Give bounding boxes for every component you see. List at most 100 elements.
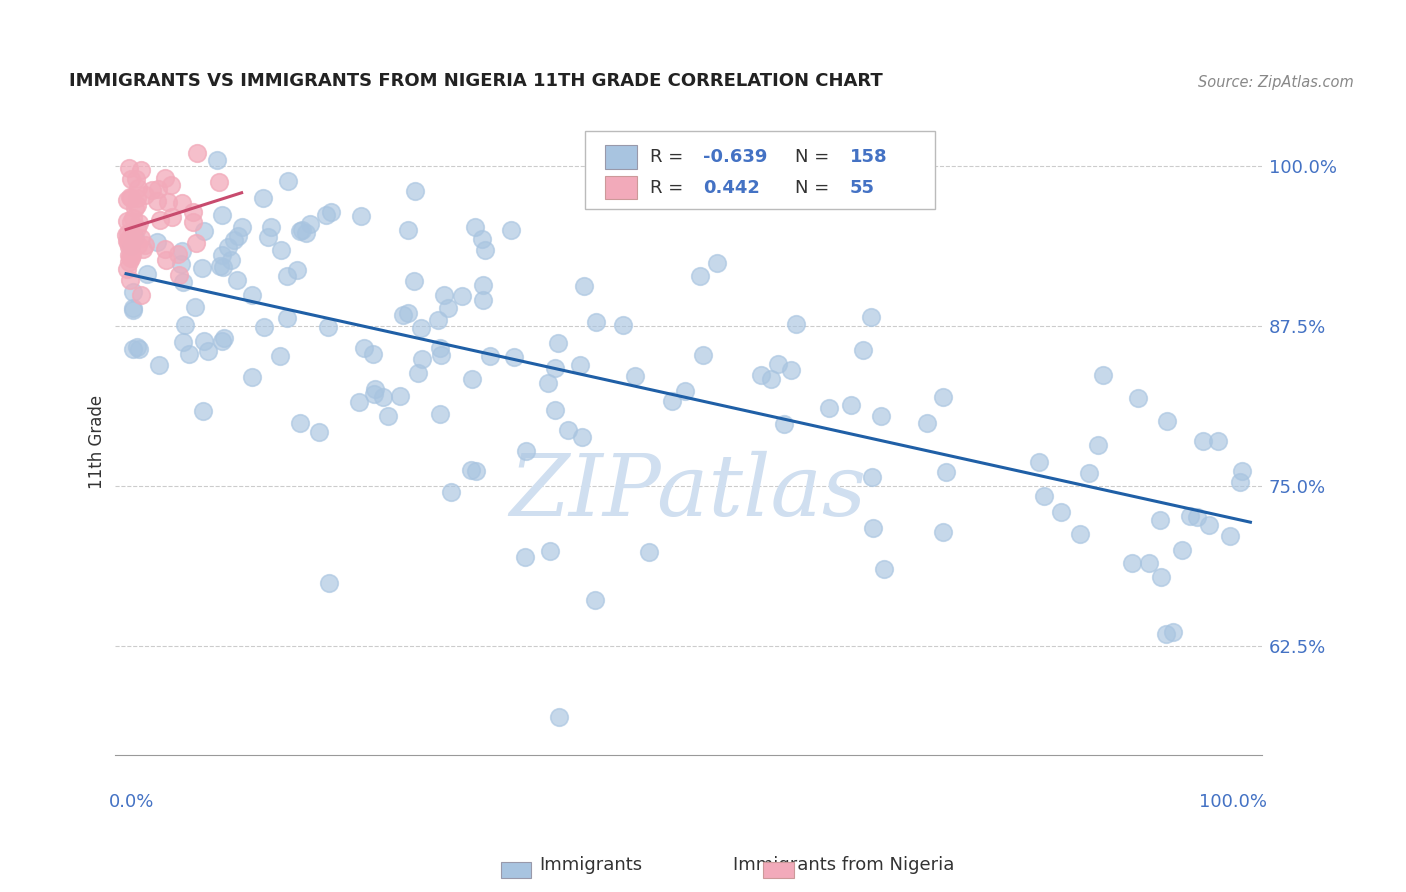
Point bbox=[127, 197, 149, 211]
Point bbox=[132, 242, 155, 256]
Point bbox=[1180, 508, 1202, 523]
Point bbox=[146, 235, 169, 249]
Point bbox=[269, 349, 291, 363]
Point bbox=[124, 201, 146, 215]
Point bbox=[1150, 570, 1173, 584]
Text: Immigrants: Immigrants bbox=[538, 855, 643, 873]
Point bbox=[172, 275, 194, 289]
Point bbox=[932, 391, 955, 405]
Point bbox=[464, 219, 486, 234]
Point bbox=[1128, 391, 1150, 405]
Point bbox=[538, 543, 561, 558]
Point bbox=[471, 277, 494, 292]
Point bbox=[852, 343, 875, 357]
Point bbox=[321, 205, 343, 219]
Point bbox=[1121, 556, 1143, 570]
Point bbox=[1028, 455, 1050, 469]
FancyBboxPatch shape bbox=[605, 176, 637, 200]
Point bbox=[318, 575, 340, 590]
Point bbox=[544, 403, 567, 417]
Point bbox=[568, 359, 591, 373]
Text: 100.0%: 100.0% bbox=[1199, 793, 1267, 811]
Point bbox=[349, 209, 371, 223]
Point bbox=[870, 409, 893, 423]
Point bbox=[277, 174, 299, 188]
Text: ZIPatlas: ZIPatlas bbox=[509, 450, 868, 533]
Point bbox=[177, 347, 200, 361]
Point bbox=[513, 550, 536, 565]
Point bbox=[502, 350, 524, 364]
Point bbox=[122, 285, 145, 299]
Point bbox=[353, 342, 375, 356]
Point bbox=[186, 146, 208, 161]
Point bbox=[474, 244, 496, 258]
Point bbox=[208, 176, 231, 190]
Point bbox=[673, 384, 696, 399]
Point bbox=[429, 348, 451, 362]
Point bbox=[183, 215, 205, 229]
Point bbox=[537, 376, 560, 390]
Point bbox=[115, 261, 138, 276]
Point bbox=[817, 401, 839, 416]
Point bbox=[411, 351, 433, 366]
Point bbox=[191, 404, 214, 418]
Point bbox=[515, 444, 537, 458]
Point bbox=[122, 211, 145, 226]
Point bbox=[315, 208, 337, 222]
Point bbox=[146, 182, 169, 196]
Point bbox=[122, 342, 145, 356]
Point bbox=[451, 289, 474, 303]
Point bbox=[1156, 627, 1178, 641]
Point bbox=[396, 223, 419, 237]
Point bbox=[377, 409, 399, 423]
Point bbox=[134, 238, 156, 252]
Point bbox=[316, 319, 339, 334]
Point bbox=[460, 463, 482, 477]
Point bbox=[392, 308, 415, 322]
Point bbox=[585, 315, 607, 329]
Text: 55: 55 bbox=[851, 178, 875, 196]
Y-axis label: 11th Grade: 11th Grade bbox=[89, 394, 107, 489]
Point bbox=[212, 331, 235, 345]
Point bbox=[440, 485, 463, 500]
Point bbox=[471, 232, 494, 246]
Point bbox=[1091, 368, 1114, 383]
Point bbox=[121, 303, 143, 318]
Point bbox=[128, 216, 150, 230]
Point bbox=[692, 347, 714, 361]
Text: R =: R = bbox=[651, 148, 689, 166]
Point bbox=[208, 259, 231, 273]
Point bbox=[689, 269, 711, 284]
Point bbox=[118, 248, 141, 262]
Point bbox=[120, 172, 142, 186]
Point bbox=[120, 191, 142, 205]
Point bbox=[149, 213, 172, 227]
Point bbox=[364, 382, 387, 396]
Text: Immigrants from Nigeria: Immigrants from Nigeria bbox=[733, 855, 955, 873]
Point bbox=[118, 190, 141, 204]
Point bbox=[1187, 510, 1209, 524]
Point bbox=[389, 389, 412, 403]
Point bbox=[121, 248, 143, 262]
FancyBboxPatch shape bbox=[605, 145, 637, 169]
Point bbox=[932, 524, 955, 539]
Point bbox=[212, 260, 235, 274]
Point bbox=[294, 226, 316, 240]
Point bbox=[122, 301, 145, 315]
Point bbox=[501, 223, 523, 237]
Point bbox=[129, 163, 152, 178]
Point bbox=[148, 359, 170, 373]
Point bbox=[124, 229, 146, 244]
Point bbox=[1161, 624, 1184, 639]
Point bbox=[1191, 434, 1213, 448]
Point bbox=[181, 205, 204, 219]
Point bbox=[347, 395, 370, 409]
Point bbox=[253, 320, 276, 334]
Point bbox=[437, 301, 460, 315]
Point bbox=[117, 193, 139, 207]
Point bbox=[363, 347, 385, 361]
Point bbox=[120, 251, 142, 265]
Point bbox=[1230, 465, 1253, 479]
Point bbox=[117, 234, 139, 248]
Point bbox=[1198, 517, 1220, 532]
